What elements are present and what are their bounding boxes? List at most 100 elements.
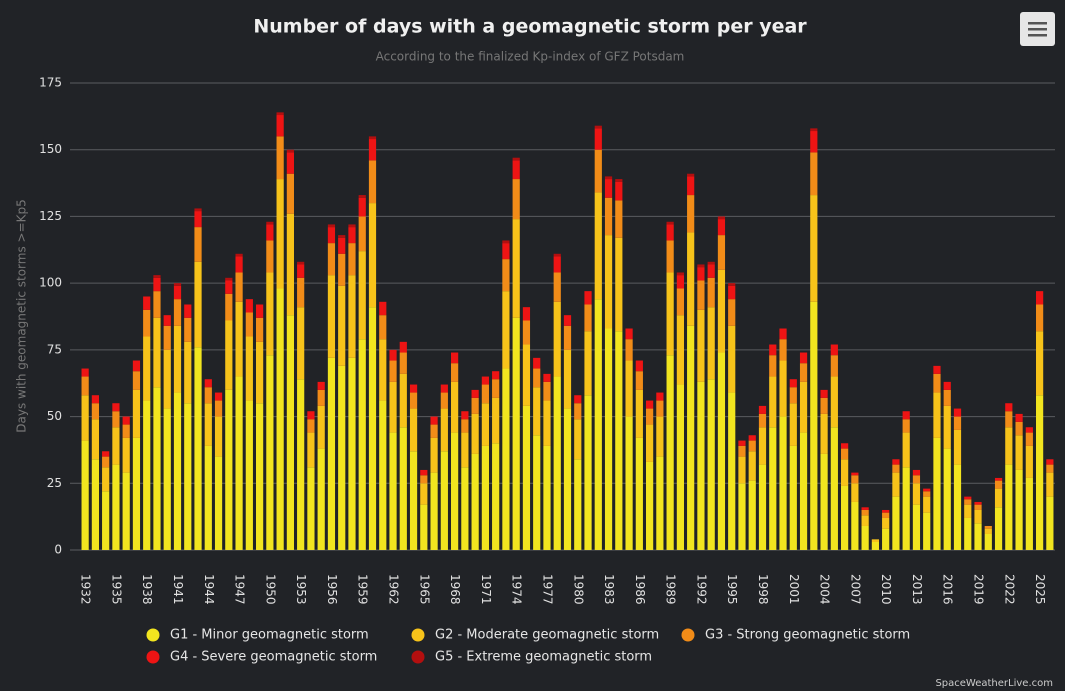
bar-segment xyxy=(481,384,489,404)
bar-segment xyxy=(368,203,377,308)
x-tick-label: 1956 xyxy=(325,574,339,605)
bar-segment xyxy=(430,416,438,425)
bar-segment xyxy=(153,387,161,550)
bar-segment xyxy=(184,304,192,318)
bar-segment xyxy=(758,405,767,414)
bar-segment xyxy=(286,315,294,550)
bar-segment xyxy=(512,317,520,550)
bar-segment xyxy=(317,381,325,390)
bar-segment xyxy=(1046,472,1054,497)
legend-marker xyxy=(146,628,160,642)
bar-segment xyxy=(235,272,243,302)
bar-segment xyxy=(728,285,736,300)
x-tick-label: 1965 xyxy=(417,574,431,605)
bar-segment xyxy=(184,341,192,404)
bar-segment xyxy=(594,128,602,150)
x-tick-label: 2025 xyxy=(1033,574,1047,605)
bar-segment xyxy=(563,408,572,550)
legend-label[interactable]: G5 - Extreme geomagnetic storm xyxy=(435,650,652,665)
x-tick-label: 2019 xyxy=(972,574,986,605)
bar-segment xyxy=(717,216,726,220)
bar-segment xyxy=(91,459,99,550)
bar-segment xyxy=(420,475,428,484)
bar-segment xyxy=(1046,496,1054,550)
bar-segment xyxy=(327,224,336,228)
legend-label[interactable]: G4 - Severe geomagnetic storm xyxy=(170,650,377,665)
bar-segment xyxy=(358,251,366,340)
bar-segment xyxy=(748,480,756,550)
bar-segment xyxy=(522,307,531,321)
bar-segment xyxy=(266,272,274,356)
bar-segment xyxy=(173,325,182,393)
bar-segment xyxy=(368,139,377,161)
bar-segment xyxy=(348,227,356,244)
bar-segment xyxy=(348,243,356,276)
bar-segment xyxy=(317,389,325,406)
bar-segment xyxy=(235,256,243,273)
bar-segment xyxy=(625,360,633,417)
bar-segment xyxy=(758,427,767,465)
bar-segment xyxy=(420,483,428,505)
bar-segment xyxy=(461,467,469,550)
bar-segment xyxy=(132,389,141,438)
bar-segment xyxy=(779,328,787,340)
bar-segment xyxy=(214,416,223,457)
bar-segment xyxy=(912,475,921,484)
bar-segment xyxy=(132,360,141,372)
x-tick-label: 1932 xyxy=(79,574,93,605)
legend-label[interactable]: G3 - Strong geomagnetic storm xyxy=(705,628,910,643)
bar-segment xyxy=(953,408,962,417)
bar-segment xyxy=(697,309,705,382)
bar-segment xyxy=(738,483,746,550)
x-tick-label: 1947 xyxy=(233,574,247,605)
bar-segment xyxy=(871,541,879,550)
bar-segment xyxy=(769,344,777,356)
bar-segment xyxy=(327,275,336,358)
bar-segment xyxy=(492,397,500,444)
bar-segment xyxy=(830,344,838,356)
bar-segment xyxy=(943,381,951,390)
bar-segment xyxy=(789,445,797,550)
bar-segment xyxy=(430,437,438,473)
bar-segment xyxy=(799,381,808,433)
bar-segment xyxy=(604,176,613,180)
bar-segment xyxy=(625,339,633,361)
bar-segment xyxy=(225,293,233,321)
bar-segment xyxy=(225,277,233,281)
bar-segment xyxy=(697,264,705,268)
bar-segment xyxy=(184,317,192,342)
x-tick-label: 2001 xyxy=(787,574,801,605)
bar-segment xyxy=(584,304,592,332)
bar-segment xyxy=(728,283,736,286)
bar-segment xyxy=(102,451,110,457)
legend-label[interactable]: G2 - Moderate geomagnetic storm xyxy=(435,628,659,643)
bar-segment xyxy=(789,403,797,446)
bar-segment xyxy=(902,419,910,433)
legend-label[interactable]: G1 - Minor geomagnetic storm xyxy=(170,628,369,643)
bar-segment xyxy=(1046,459,1054,465)
bar-segment xyxy=(635,437,643,550)
bar-segment xyxy=(533,435,541,550)
menu-button[interactable] xyxy=(1020,12,1055,46)
bar-segment xyxy=(533,387,541,436)
bar-segment xyxy=(615,331,623,550)
bar-segment xyxy=(1015,413,1023,422)
bar-segment xyxy=(153,277,161,292)
bar-segment xyxy=(830,427,838,550)
bar-segment xyxy=(974,501,982,505)
bar-segment xyxy=(933,373,941,393)
x-tick-label: 2004 xyxy=(818,574,832,605)
bar-segment xyxy=(502,240,510,244)
bar-segment xyxy=(153,275,161,278)
bar-segment xyxy=(871,539,879,542)
bar-segment xyxy=(820,397,828,414)
bar-segment xyxy=(1025,477,1033,550)
bar-segment xyxy=(440,384,448,393)
bar-segment xyxy=(327,357,336,550)
bar-segment xyxy=(789,387,797,404)
bar-segment xyxy=(214,456,223,550)
bar-segment xyxy=(707,264,715,278)
bar-segment xyxy=(738,440,746,446)
bar-segment xyxy=(635,389,643,438)
y-tick-label: 50 xyxy=(47,409,62,423)
